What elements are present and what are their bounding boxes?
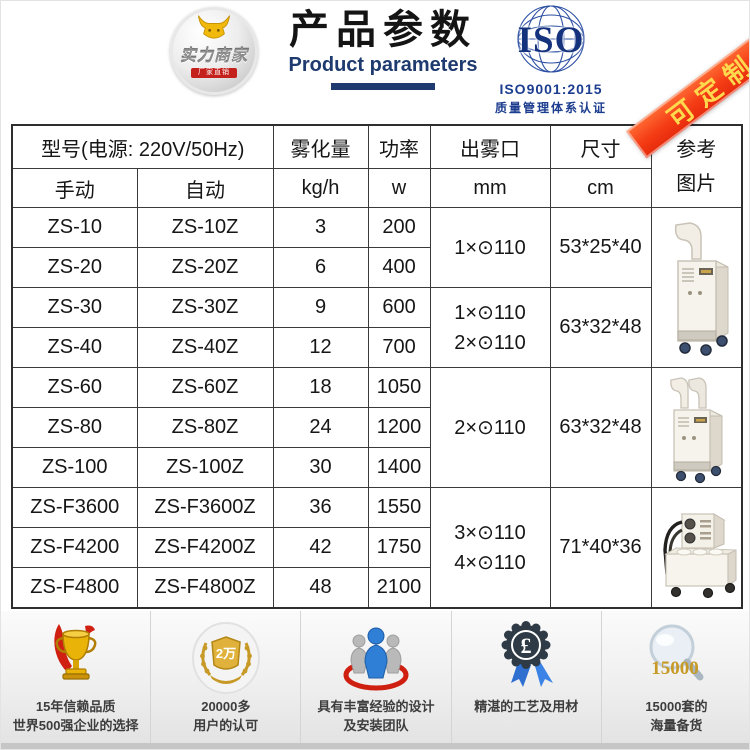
magnifier-icon: 15000 [638,619,714,697]
table-row: ZS-60 ZS-60Z 18 1050 2×⊙110 63*32*48 [11,367,743,488]
header-power: 功率 [367,124,431,169]
product-image-single-pipe-humidifier [650,207,743,368]
header: 实力商家 厂家直销 产品参数 Product parameters [1,1,749,159]
rosette-medal-icon: £ [493,619,559,697]
size-group-2: 63*32*48 [549,287,652,368]
footer-item-users: 2万 20000多 用户的认可 [151,611,302,743]
svg-text:£: £ [521,633,532,658]
footer-item-team: 具有丰富经验的设计 及安装团队 [301,611,452,743]
header-atomization: 雾化量 [272,124,369,169]
logo-ribbon-text: 厂家直销 [191,68,237,78]
table-row: ZS-F4800 ZS-F4800Z 48 2100 [11,567,742,609]
iso-logo-text: ISO [517,20,585,61]
outlet-group-1: 1×⊙110 [429,207,551,288]
iso-cert-caption: 质量管理体系认证 [494,101,607,115]
team-icon [335,619,417,697]
bottom-gray-strip [1,743,749,749]
table-row: ZS-F4200 ZS-F4200Z 42 1750 [11,527,742,568]
header-power-unit: w [367,168,431,208]
table-row: ZS-40 ZS-40Z 12 700 [11,327,742,368]
trust-badges-footer: 15年信赖品质 世界500强企业的选择 2万 [1,611,749,743]
header-auto: 自动 [136,168,274,208]
header-outlet: 出雾口 [429,124,551,169]
table-row: ZS-80 ZS-80Z 24 1200 [11,407,742,448]
header-size-unit: cm [549,168,652,208]
laurel-medal-icon: 2万 [190,619,262,697]
iso-certification-block: ISO ISO9001:2015 质量管理体系认证 [488,3,614,116]
outlet-group-4: 3×⊙110 4×⊙110 [429,487,551,609]
product-image-dual-pipe-humidifier [650,367,743,488]
header-model-group: 型号(电源: 220V/50Hz) [11,124,274,169]
logo-badge-text: 实力商家 [179,48,248,65]
product-image-large-horizontal-humidifier [650,487,743,609]
footer-item-quality: 15年信赖品质 世界500强企业的选择 [1,611,152,743]
bull-logo-icon [196,13,232,44]
footer-item-stock: 15000 15000套的 海量备货 [602,611,749,743]
header-ref-image: 参考 图片 [650,124,743,208]
outlet-group-2: 1×⊙110 2×⊙110 [429,287,551,368]
iso-cert-number: ISO9001:2015 [499,81,603,97]
product-spec-table: 型号(电源: 220V/50Hz) 雾化量 功率 出雾口 尺寸 参考 图片 手动… [11,124,744,609]
header-outlet-unit: mm [429,168,551,208]
table-row: ZS-30 ZS-30Z 9 600 1×⊙110 2×⊙110 63*32*4… [11,287,742,368]
size-group-4: 71*40*36 [549,487,652,609]
title-underline-bar [331,83,435,90]
outlet-group-3: 2×⊙110 [429,367,551,488]
svg-text:2万: 2万 [216,646,236,661]
page-subtitle: Product parameters [288,54,478,76]
title-block: 产品参数 Product parameters [277,7,489,90]
trophy-icon [45,619,107,697]
svg-text:15000: 15000 [652,658,700,679]
seller-badge-logo: 实力商家 厂家直销 [170,7,258,95]
footer-item-craft: £ 精湛的工艺及用材 [452,611,602,743]
header-manual: 手动 [11,168,138,208]
table-row: ZS-20 ZS-20Z 6 400 [11,247,742,288]
page-title: 产品参数 [289,8,477,52]
header-atomization-unit: kg/h [272,168,369,208]
table-row: ZS-F3600 ZS-F3600Z 36 1550 3×⊙110 4×⊙110… [11,487,743,609]
size-group-3: 63*32*48 [549,367,652,488]
table-row: ZS-10 ZS-10Z 3 200 1×⊙110 53*25*40 [11,207,743,368]
size-group-1: 53*25*40 [549,207,652,288]
